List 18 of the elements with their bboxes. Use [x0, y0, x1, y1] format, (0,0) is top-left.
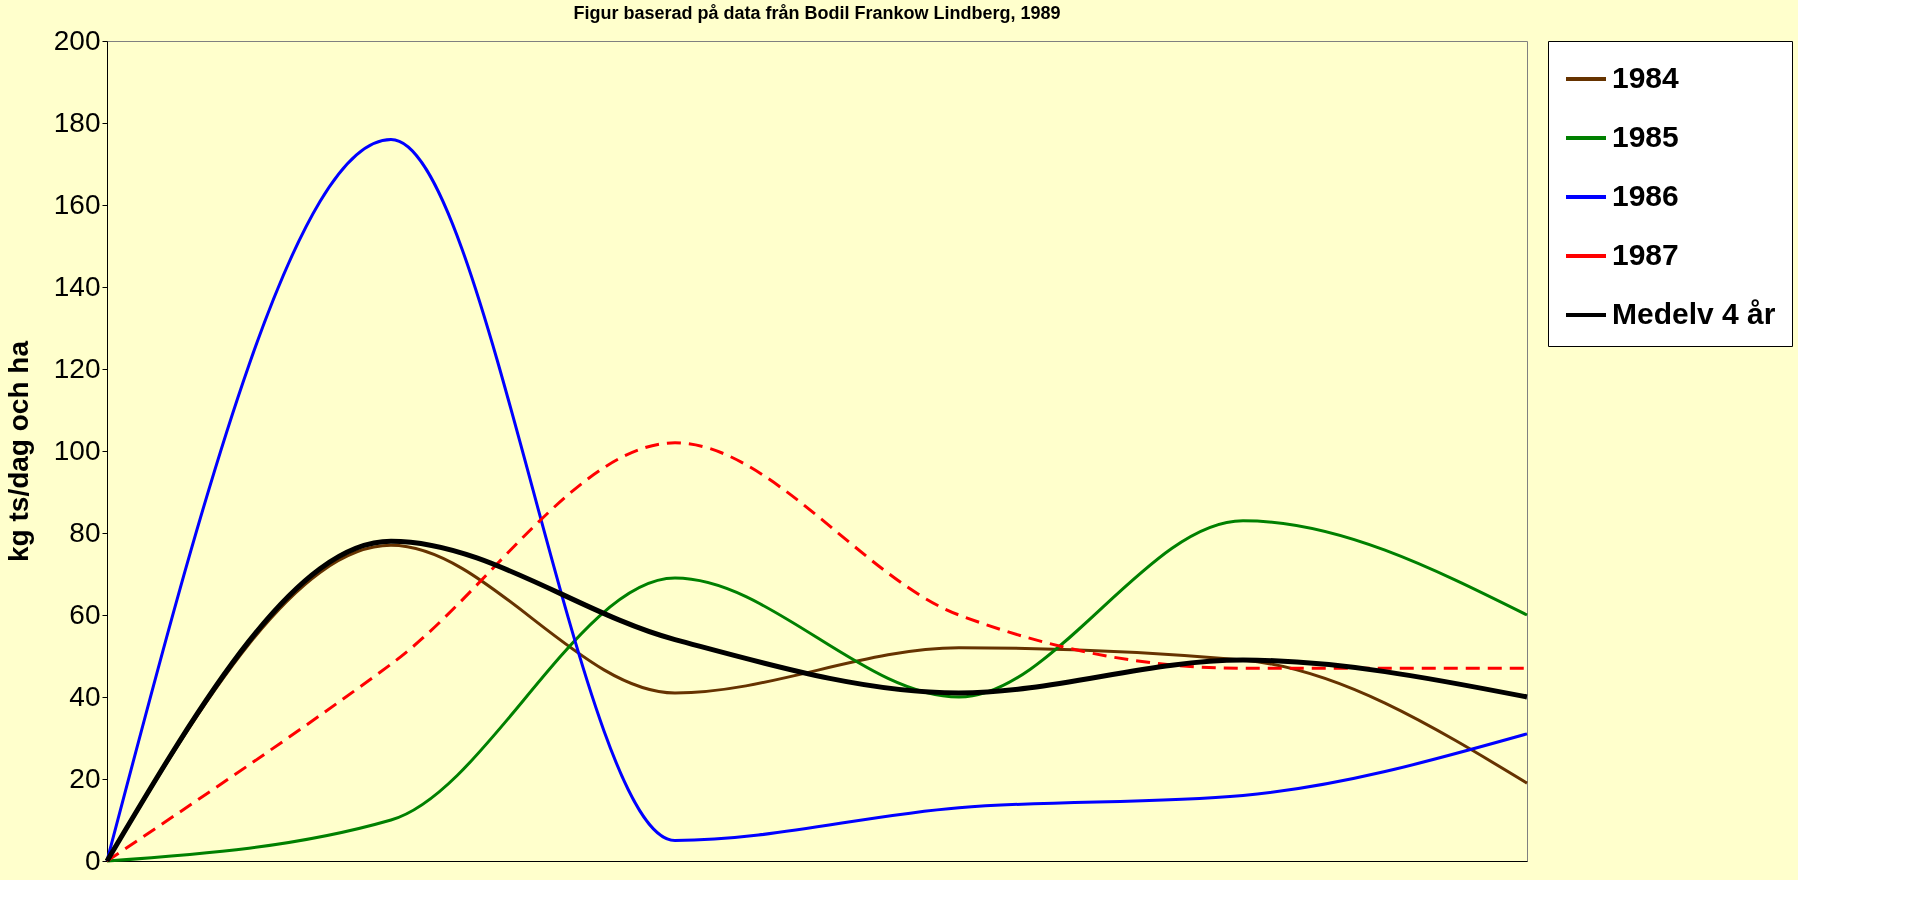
- legend-label: 1986: [1612, 179, 1679, 212]
- y-tick-label: 20: [69, 762, 101, 794]
- y-tick-label: 120: [53, 352, 101, 384]
- y-tick-label: 200: [53, 24, 101, 56]
- y-tick-label: 160: [53, 188, 101, 220]
- legend-label: 1984: [1612, 61, 1680, 94]
- y-tick-label: 0: [84, 844, 101, 876]
- chart-title: Figur baserad på data från Bodil Frankow Lindberg, 1989: [573, 3, 1061, 23]
- legend-label: 1985: [1612, 120, 1679, 153]
- y-tick-label: 80: [69, 516, 101, 548]
- y-axis-title: kg ts/dag och ha: [2, 340, 34, 562]
- legend-label: 1987: [1612, 238, 1679, 271]
- legend-label: Medelv 4 år: [1612, 297, 1776, 330]
- y-tick-label: 100: [53, 434, 101, 466]
- y-tick-label: 180: [53, 106, 101, 138]
- y-tick-label: 140: [53, 270, 101, 302]
- y-tick-label: 40: [69, 680, 101, 712]
- y-tick-label: 60: [69, 598, 101, 630]
